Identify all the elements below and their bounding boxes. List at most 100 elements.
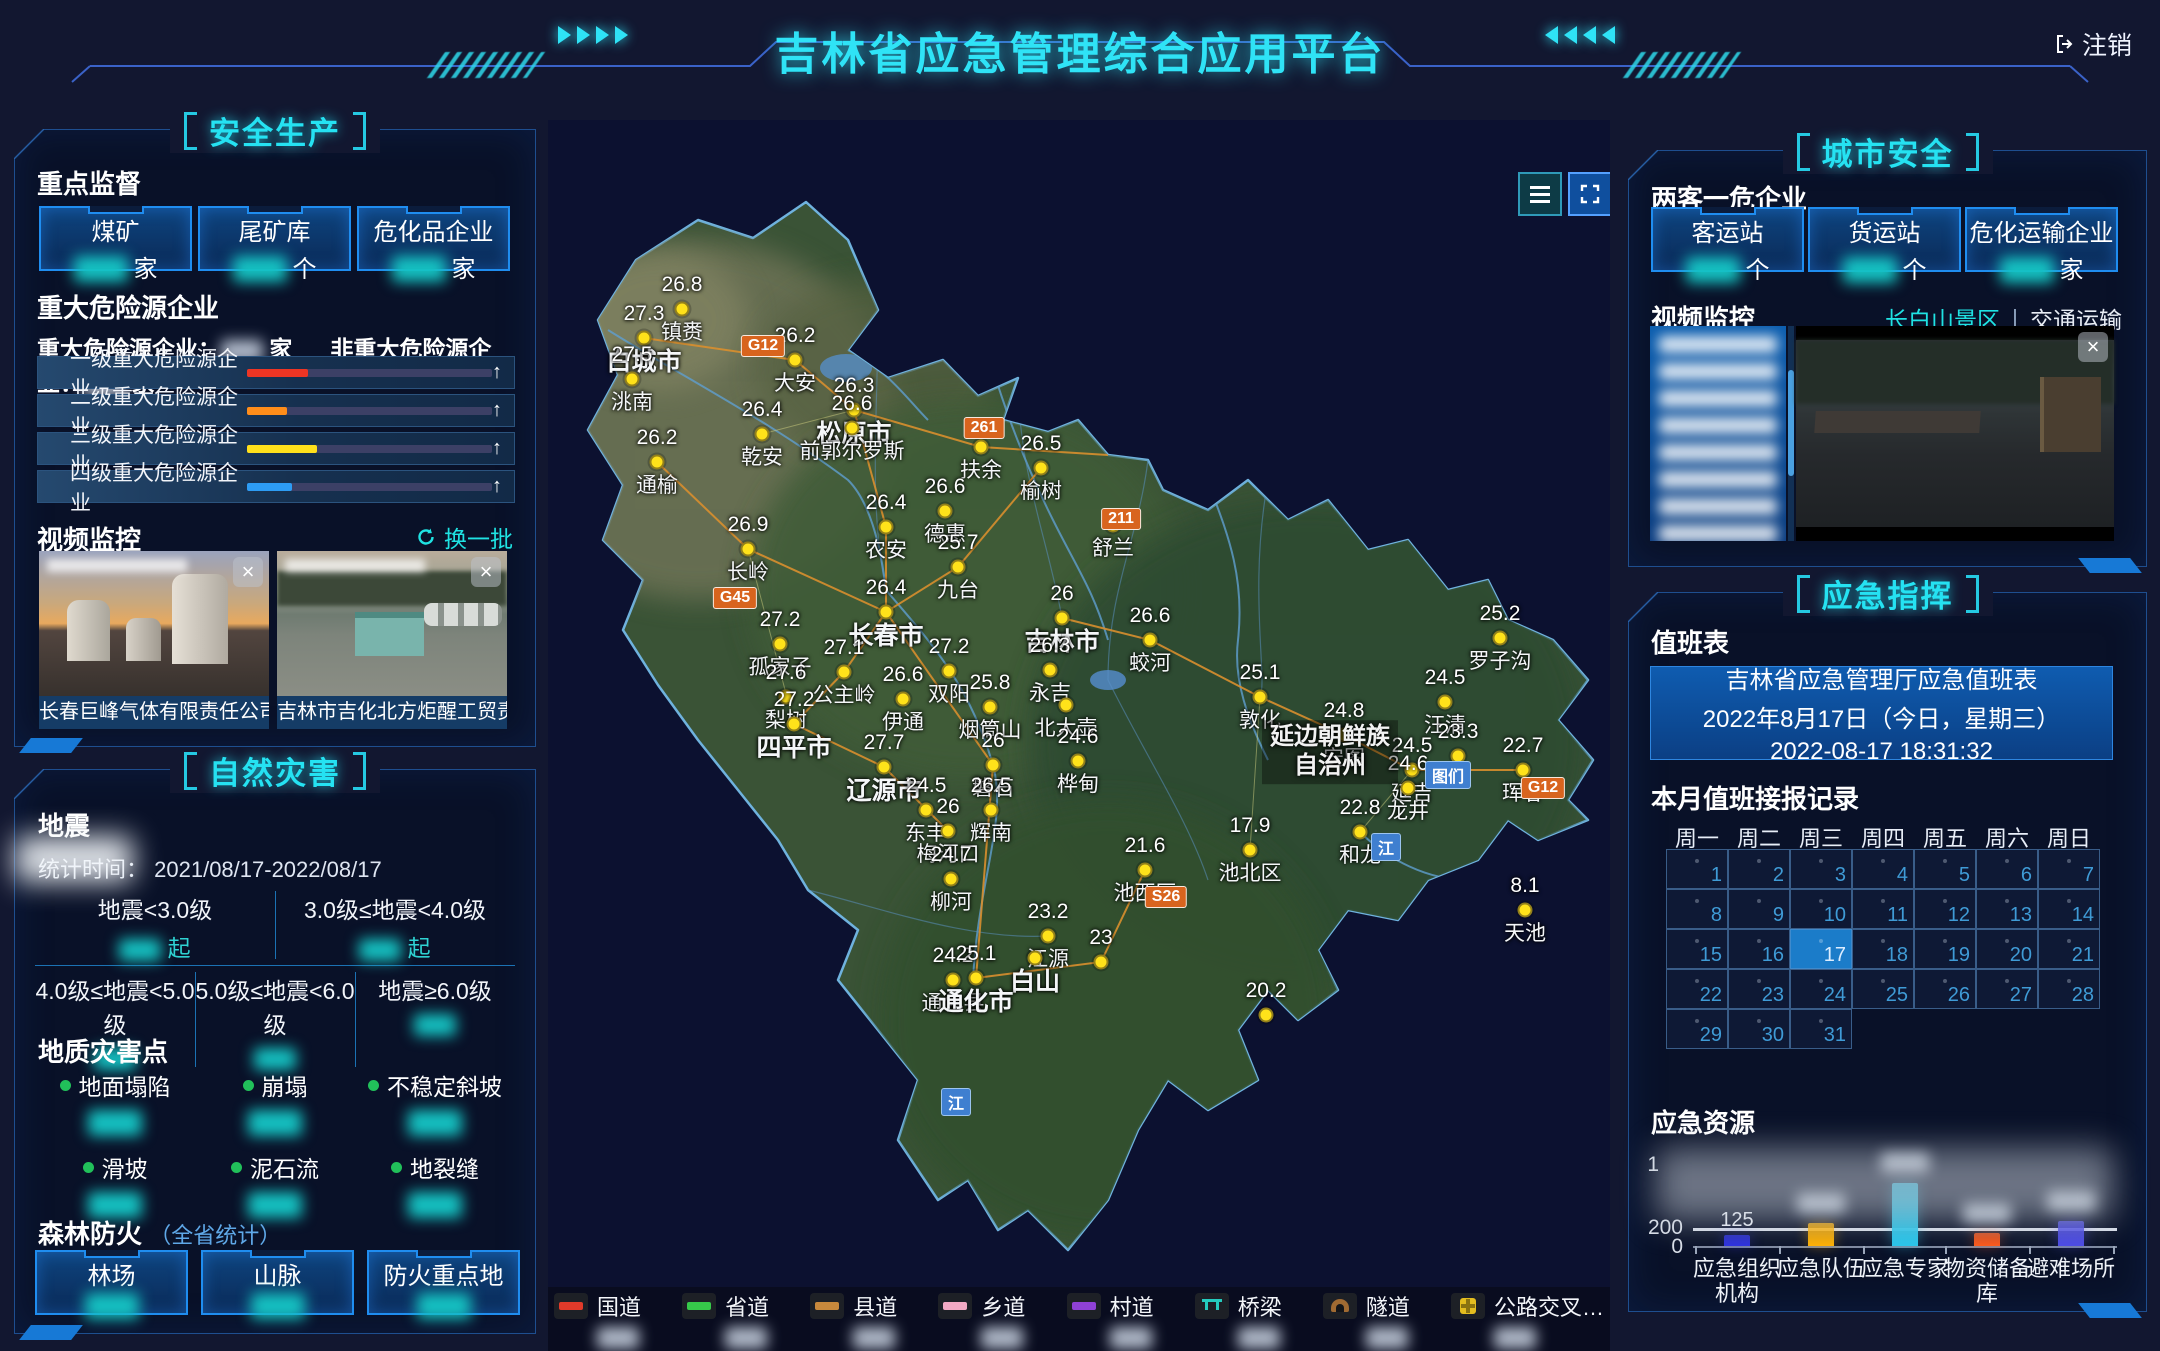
province-map[interactable]: 26.8 镇赉 27.3 白城市 27.5 洮南 26.2 大安 26.2 通榆 26.4 乾安 26.… xyxy=(548,120,1610,1351)
calendar-day-22[interactable]: 22 xyxy=(1666,969,1728,1009)
map-temp-label: 24.6 xyxy=(1387,752,1429,775)
calendar-day-31[interactable]: 31 xyxy=(1790,1009,1852,1049)
legend-item-5[interactable]: 桥梁 xyxy=(1194,1290,1323,1349)
legend-item-0[interactable]: 国道 xyxy=(554,1290,682,1349)
quake-label: 地震≥6.0级 xyxy=(378,978,492,1004)
camera-list-item[interactable] xyxy=(1659,336,1777,353)
legend-item-7[interactable]: 公路交叉… xyxy=(1450,1290,1604,1349)
calendar-day-25[interactable]: 25 xyxy=(1852,969,1914,1009)
calendar-day-30[interactable]: 30 xyxy=(1728,1009,1790,1049)
stat-box-unit: 家 xyxy=(133,256,158,283)
geo-label: 地裂缝 xyxy=(355,1150,515,1184)
calendar-day-6[interactable]: 6 xyxy=(1976,849,2038,889)
calendar-day-5[interactable]: 5 xyxy=(1914,849,1976,889)
stat-box-label: 防火重点地 xyxy=(383,1263,504,1290)
legend-label: 省道 xyxy=(725,1294,770,1320)
legend-bridge-icon xyxy=(1194,1292,1229,1319)
stat-box-label: 尾矿库 xyxy=(238,219,311,246)
calendar-day-15[interactable]: 15 xyxy=(1666,929,1728,969)
map-marker-dot xyxy=(1142,632,1158,648)
header-arrows-right-icon xyxy=(558,26,628,44)
close-icon[interactable]: × xyxy=(2078,332,2108,362)
calendar-day-1[interactable]: 1 xyxy=(1666,849,1728,889)
map-city-label: 安图 xyxy=(1323,747,1365,770)
video-player[interactable]: × xyxy=(1796,326,2114,541)
calendar-day-13[interactable]: 13 xyxy=(1976,889,2038,929)
legend-item-top: 国道 xyxy=(554,1290,682,1322)
legend-item-6[interactable]: 隧道 xyxy=(1322,1290,1451,1349)
calendar-day-14[interactable]: 14 xyxy=(2038,889,2100,929)
calendar-day-27[interactable]: 27 xyxy=(1976,969,2038,1009)
calendar-day-28[interactable]: 28 xyxy=(2038,969,2100,1009)
close-icon[interactable]: × xyxy=(233,557,263,587)
legend-item-3[interactable]: 乡道 xyxy=(938,1290,1066,1349)
green-dot-icon xyxy=(231,1161,242,1173)
redacted-value xyxy=(1109,1326,1152,1349)
map-temp-label: 24.8 xyxy=(1323,699,1365,722)
panel-emergency-command: 应急指挥 值班表 吉林省应急管理厅应急值班表 2022年8月17日（今日，星期三… xyxy=(1628,571,2147,1318)
quake-cell-2: 4.0级≤地震<5.0级 xyxy=(35,968,195,1071)
redacted-timestamp xyxy=(47,559,187,572)
calendar-day-23[interactable]: 23 xyxy=(1728,969,1790,1009)
stat-box-unit: 个 xyxy=(1902,257,1927,284)
calendar-day-9[interactable]: 9 xyxy=(1728,889,1790,929)
map-menu-button[interactable] xyxy=(1518,172,1562,216)
stat-box-1: 山脉 xyxy=(201,1250,354,1319)
panel-safety-production: 安全生产 重点监督 煤矿家尾矿库个危化品企业家 重大危险源企业 重大危险源企业：… xyxy=(14,108,536,753)
legend-item-2[interactable]: 县道 xyxy=(810,1290,938,1349)
camera-list-item[interactable] xyxy=(1659,417,1777,434)
redacted-value xyxy=(597,1326,639,1349)
camera-list[interactable] xyxy=(1650,326,1786,541)
calendar-day-8[interactable]: 8 xyxy=(1666,889,1728,929)
map-temp-label: 26 xyxy=(981,729,1005,752)
camera-list-item[interactable] xyxy=(1659,390,1777,407)
calendar-day-18[interactable]: 18 xyxy=(1852,929,1914,969)
axis-tick xyxy=(2029,1246,2031,1254)
calendar-day-16[interactable]: 16 xyxy=(1728,929,1790,969)
legend-label: 国道 xyxy=(597,1294,642,1320)
calendar-day-17[interactable]: 17 xyxy=(1790,929,1852,969)
calendar-day-4[interactable]: 4 xyxy=(1852,849,1914,889)
logout-button[interactable]: 注销 xyxy=(2054,26,2132,62)
camera-list-scrollbar[interactable] xyxy=(1788,326,1794,541)
redacted-value xyxy=(119,939,162,961)
hazard-bar-row-2: 三级重大危险源企业 ↑ xyxy=(37,424,515,477)
geo-label-text: 滑坡 xyxy=(101,1156,148,1182)
calendar-day-19[interactable]: 19 xyxy=(1914,929,1976,969)
map-fullscreen-button[interactable] xyxy=(1568,172,1610,216)
map-marker-dot xyxy=(1400,780,1416,796)
camera-list-item[interactable] xyxy=(1659,444,1777,461)
stat-box-2: 危化运输企业家 xyxy=(1965,207,2118,284)
close-icon[interactable]: × xyxy=(471,557,501,587)
calendar-day-12[interactable]: 12 xyxy=(1914,889,1976,929)
calendar-day-11[interactable]: 11 xyxy=(1852,889,1914,929)
map-temp-label: 26 xyxy=(936,795,960,818)
camera-thumb-1[interactable]: × 吉林市吉化北方炬醒工贸责任... xyxy=(277,551,507,729)
quake-unit: 起 xyxy=(401,935,431,961)
camera-list-item[interactable] xyxy=(1659,498,1777,515)
quake-label: 3.0级≤地震<4.0级 xyxy=(303,897,486,923)
camera-thumb-0[interactable]: × 长春巨峰气体有限责任公司 xyxy=(39,551,269,729)
panel-title-text: 安全生产 xyxy=(209,116,341,151)
calendar-day-10[interactable]: 10 xyxy=(1790,889,1852,929)
refresh-batch-button[interactable]: 换一批 xyxy=(416,520,513,554)
calendar-day-7[interactable]: 7 xyxy=(2038,849,2100,889)
day-number: 12 xyxy=(1947,904,1970,926)
map-city-label: 德惠 xyxy=(924,523,966,546)
calendar-day-21[interactable]: 21 xyxy=(2038,929,2100,969)
map-marker-dot xyxy=(985,757,1001,773)
calendar-day-20[interactable]: 20 xyxy=(1976,929,2038,969)
calendar-day-2[interactable]: 2 xyxy=(1728,849,1790,889)
calendar-day-3[interactable]: 3 xyxy=(1790,849,1852,889)
legend-item-1[interactable]: 省道 xyxy=(682,1290,810,1349)
axis-tick xyxy=(1779,1246,1781,1254)
camera-list-item[interactable] xyxy=(1659,363,1777,380)
map-city-label: 和龙 xyxy=(1339,844,1381,867)
legend-item-4[interactable]: 村道 xyxy=(1066,1290,1195,1349)
camera-list-item[interactable] xyxy=(1659,471,1777,488)
calendar-day-24[interactable]: 24 xyxy=(1790,969,1852,1009)
calendar-day-29[interactable]: 29 xyxy=(1666,1009,1728,1049)
camera-list-item[interactable] xyxy=(1659,525,1777,541)
calendar-day-26[interactable]: 26 xyxy=(1914,969,1976,1009)
map-temp-label: 26.3 xyxy=(1029,634,1071,657)
